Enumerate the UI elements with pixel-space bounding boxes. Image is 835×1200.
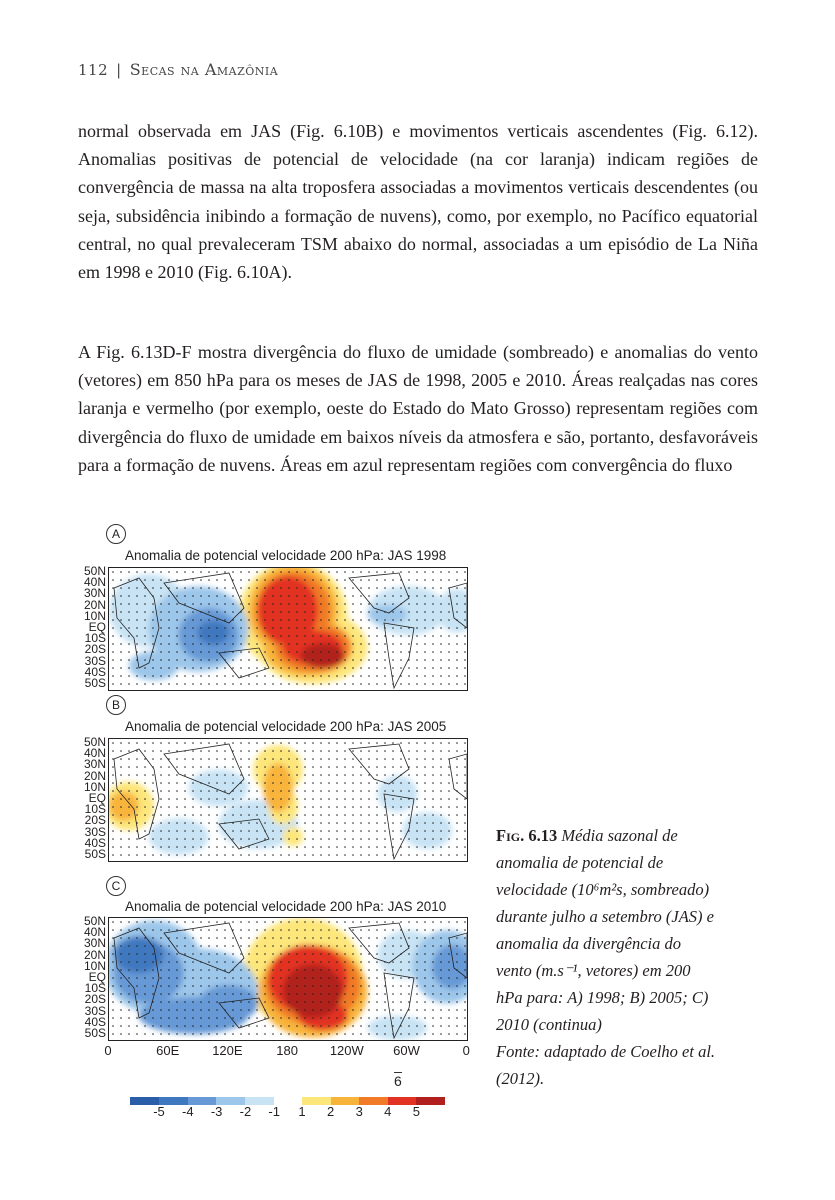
latitude-label: EQ: [88, 620, 106, 634]
header-separator: |: [116, 61, 122, 79]
colorbar-segment: [216, 1097, 246, 1105]
panel-title: Anomalia de potencial velocidade 200 hPa…: [125, 719, 447, 734]
map-panel: [104, 917, 482, 1041]
longitude-label: 0: [462, 1043, 470, 1058]
longitude-label: 60W: [393, 1043, 420, 1058]
longitude-label: 180: [276, 1043, 298, 1058]
colorbar-label: -5: [153, 1104, 165, 1119]
colorbar-label: -1: [268, 1104, 280, 1119]
colorbar-label: 3: [355, 1104, 363, 1119]
colorbar-segment: [330, 1097, 360, 1105]
colorbar-segment: [302, 1097, 331, 1105]
page-number: 112: [78, 61, 109, 79]
longitude-label: 120E: [212, 1043, 243, 1058]
longitude-label: 120W: [329, 1043, 364, 1058]
colorbar-label: 4: [384, 1104, 392, 1119]
colorbar-segment: [387, 1097, 417, 1105]
figure-caption: Fig. 6.13 Média sazonal de anomalia de p…: [496, 822, 716, 1092]
latitude-label: 50N: [83, 914, 106, 928]
latitude-label: 50S: [84, 847, 106, 861]
colorbar-segment: [416, 1097, 446, 1105]
colorbar-segment: [245, 1097, 275, 1105]
latitude-label: 40N: [83, 925, 106, 940]
vector-reference: 6: [394, 1072, 402, 1089]
latitude-label: 30N: [83, 936, 106, 951]
latitude-label: 30N: [83, 586, 106, 601]
caption-text: Média sazonal de anomalia de potencial d…: [496, 826, 714, 1034]
latitude-label: 50N: [83, 564, 106, 578]
latitude-label: 40N: [83, 575, 106, 590]
coastline: [113, 743, 468, 861]
latitude-label: 40S: [84, 664, 106, 679]
latitude-label: 30S: [84, 824, 106, 839]
latitude-label: 20S: [84, 813, 106, 828]
latitude-label: 20S: [84, 992, 106, 1007]
latitude-label: 20N: [83, 768, 106, 783]
latitude-label: 10S: [84, 631, 106, 646]
colorbar-label: 2: [326, 1104, 335, 1119]
latitude-label: 10N: [83, 608, 106, 623]
panel-title: Anomalia de potencial velocidade 200 hPa…: [125, 899, 447, 914]
map-panel: [108, 561, 477, 691]
latitude-label: 40S: [84, 835, 106, 850]
colorbar-label: 5: [412, 1104, 421, 1119]
colorbar-segment: [130, 1097, 159, 1105]
panel-letter: C: [106, 876, 126, 896]
colorbar-segment: [187, 1097, 217, 1105]
latitude-label: 50S: [84, 1026, 106, 1040]
body-paragraph: A Fig. 6.13D-F mostra divergência do flu…: [78, 342, 758, 475]
colorbar-label: -2: [239, 1104, 252, 1119]
latitude-label: 40N: [83, 746, 106, 761]
latitude-label: 20S: [84, 642, 106, 657]
longitude-label: 0: [104, 1043, 112, 1058]
latitude-label: EQ: [88, 970, 106, 984]
latitude-label: EQ: [88, 791, 106, 805]
latitude-label: 30S: [84, 653, 106, 668]
longitude-label: 60E: [156, 1043, 180, 1058]
latitude-label: 30S: [84, 1003, 106, 1018]
colorbar-label: -3: [210, 1104, 223, 1119]
caption-source: Fonte: adaptado de Coelho et al. (2012).: [496, 1042, 716, 1088]
book-title: Secas na Amazônia: [129, 60, 279, 79]
panel-title: Anomalia de potencial velocidade 200 hPa…: [125, 548, 447, 563]
colorbar-segment: [359, 1097, 389, 1105]
panel-letter: B: [106, 695, 126, 715]
body-paragraph: normal observada em JAS (Fig. 6.10B) e m…: [78, 121, 758, 283]
latitude-label: 50S: [84, 676, 106, 690]
latitude-label: 10S: [84, 981, 106, 996]
colorbar-label: -4: [182, 1104, 194, 1119]
latitude-label: 30N: [83, 757, 106, 772]
latitude-label: 50N: [83, 735, 106, 749]
latitude-label: 40S: [84, 1014, 106, 1029]
colorbar-segment: [158, 1097, 188, 1105]
latitude-label: 10S: [84, 802, 106, 817]
latitude-label: 20N: [83, 597, 106, 612]
map-panel: [104, 738, 468, 862]
running-header: 112 | Secas na Amazônia: [78, 60, 278, 79]
coastline: [113, 922, 468, 1040]
figure-number: Fig. 6.13: [496, 826, 558, 845]
colorbar-label: 1: [298, 1104, 306, 1119]
latitude-label: 20N: [83, 947, 106, 962]
coastline: [113, 572, 468, 690]
latitude-label: 10N: [83, 958, 106, 973]
latitude-label: 10N: [83, 779, 106, 794]
panel-letter: A: [106, 524, 126, 544]
